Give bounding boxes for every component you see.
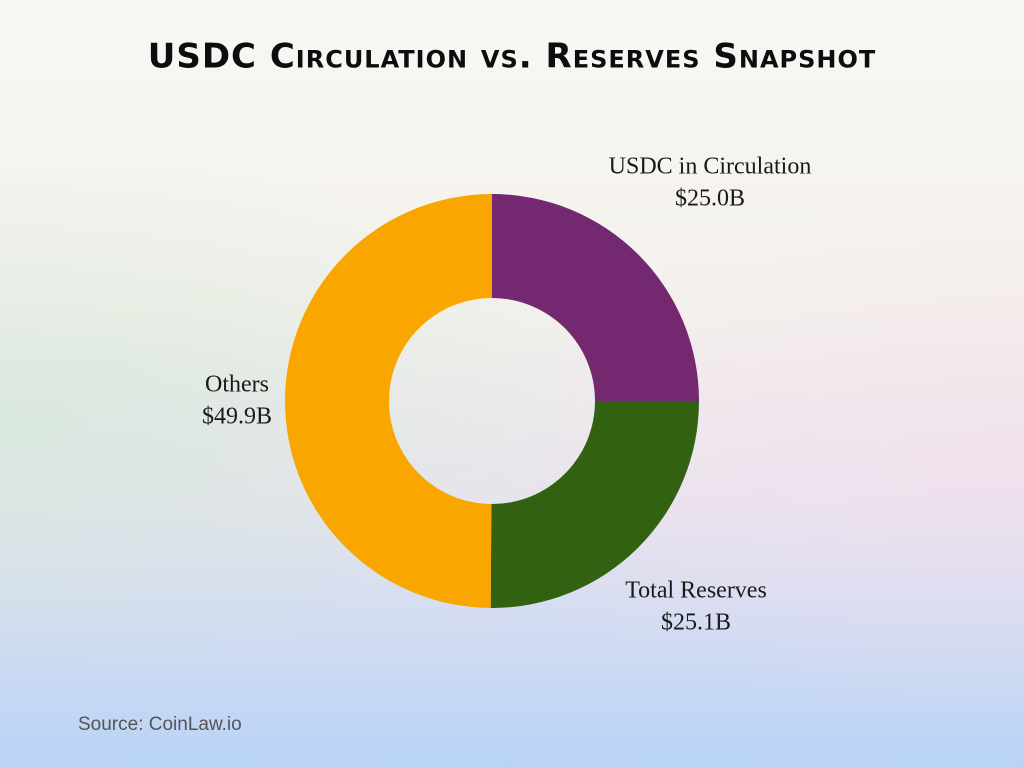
source: Source: CoinLaw.io <box>78 714 242 735</box>
donut-slice <box>492 194 699 401</box>
slice-value-label: $49.9B <box>202 404 272 430</box>
slice-label: Total Reserves <box>625 578 767 604</box>
slice-label: Others <box>205 372 269 398</box>
slice-label: USDC in Circulation <box>609 154 812 180</box>
donut-slice <box>490 401 699 608</box>
slice-value-label: $25.0B <box>675 186 745 212</box>
donut-slice <box>284 193 492 608</box>
slice-value-label: $25.1B <box>661 610 731 636</box>
chart-title: USDC Circulation vs. Reserves Snapshot <box>148 37 877 77</box>
